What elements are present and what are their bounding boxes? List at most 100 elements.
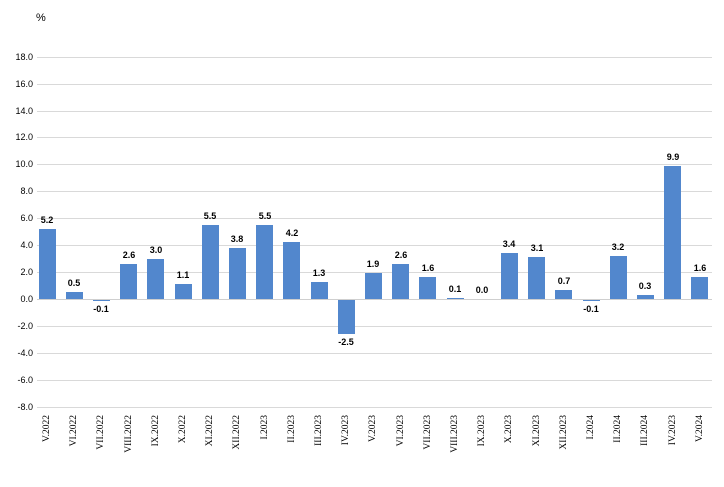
bar-value-label: 3.8 (230, 234, 244, 244)
x-axis-label: VIII.2023 (450, 415, 460, 453)
bar (637, 295, 654, 299)
bar (66, 292, 83, 299)
bar (229, 248, 246, 299)
bar-value-label: 1.3 (312, 268, 326, 278)
y-tick-label: -8.0 (17, 402, 33, 412)
bar (610, 256, 627, 299)
bar (365, 273, 382, 299)
bar-value-label: 0.0 (475, 285, 489, 295)
bar (338, 300, 355, 334)
y-tick-label: 8.0 (20, 186, 33, 196)
bar (120, 264, 137, 299)
x-axis-label: III.2023 (314, 415, 324, 446)
gridline (37, 137, 712, 138)
bar-value-label: 0.3 (638, 281, 652, 291)
bar-value-label: 3.4 (502, 239, 516, 249)
bar-value-label: -0.1 (583, 304, 599, 314)
y-tick-label: -6.0 (17, 375, 33, 385)
bar-value-label: 0.5 (67, 278, 81, 288)
bar (392, 264, 409, 299)
x-axis-label: II.2023 (287, 415, 297, 443)
bar (691, 277, 708, 299)
x-axis-label: VII.2022 (96, 415, 106, 450)
bar (664, 166, 681, 299)
bar-value-label: 3.2 (611, 242, 625, 252)
x-axis-label: XII.2022 (232, 415, 242, 450)
bar-value-label: 5.5 (258, 211, 272, 221)
x-axis-label: VI.2022 (69, 415, 79, 447)
bar-value-label: 9.9 (666, 152, 680, 162)
bar (283, 242, 300, 299)
bar-value-label: 5.5 (203, 211, 217, 221)
y-tick-label: 16.0 (15, 79, 33, 89)
x-axis-label: V.2023 (368, 415, 378, 443)
bar (447, 298, 464, 299)
y-tick-label: 2.0 (20, 267, 33, 277)
x-axis-label: VI.2023 (396, 415, 406, 447)
x-axis-label: VII.2023 (423, 415, 433, 450)
x-axis-label: III.2024 (640, 415, 650, 446)
bar-value-label: 2.6 (122, 250, 136, 260)
bar-value-label: -0.1 (93, 304, 109, 314)
bar (555, 290, 572, 299)
bar (419, 277, 436, 299)
gridline (37, 164, 712, 165)
bar-value-label: 4.2 (285, 228, 299, 238)
y-axis-unit-label: % (36, 12, 46, 24)
x-axis-label: II.2024 (613, 415, 623, 443)
gridline (37, 57, 712, 58)
x-axis-label: I.2024 (586, 415, 596, 440)
bar-value-label: 3.1 (530, 243, 544, 253)
bar (147, 259, 164, 299)
x-axis-label: V.2022 (42, 415, 52, 443)
bar (311, 282, 328, 299)
bar-value-label: 5.2 (40, 215, 54, 225)
x-axis-label: X.2023 (504, 415, 514, 444)
bar-value-label: 0.1 (448, 284, 462, 294)
bar (583, 300, 600, 301)
y-tick-label: 18.0 (15, 52, 33, 62)
y-tick-label: -2.0 (17, 321, 33, 331)
bar (256, 225, 273, 299)
x-axis-label: IX.2022 (151, 415, 161, 447)
bar-value-label: 0.7 (557, 276, 571, 286)
x-axis-label: XII.2023 (559, 415, 569, 450)
bar (175, 284, 192, 299)
bar (93, 300, 110, 301)
x-axis-label: IV.2023 (668, 415, 678, 446)
gridline (37, 111, 712, 112)
y-tick-label: 12.0 (15, 132, 33, 142)
gridline (37, 380, 712, 381)
x-axis-label: X.2022 (178, 415, 188, 444)
x-axis-label: I.2023 (260, 415, 270, 440)
x-axis-label: VIII.2022 (124, 415, 134, 453)
x-axis-label: IV.2023 (341, 415, 351, 446)
bar-value-label: 1.6 (421, 263, 435, 273)
bar-value-label: 3.0 (149, 245, 163, 255)
gridline (37, 353, 712, 354)
bar (39, 229, 56, 299)
bar (501, 253, 518, 299)
y-tick-label: 6.0 (20, 213, 33, 223)
x-axis-label: IX.2023 (477, 415, 487, 447)
zero-gridline (37, 299, 712, 300)
bar-value-label: -2.5 (338, 337, 354, 347)
gridline (37, 191, 712, 192)
gridline (37, 245, 712, 246)
gridline (37, 407, 712, 408)
x-axis-label: XI.2023 (532, 415, 542, 447)
y-tick-label: 14.0 (15, 106, 33, 116)
gridline (37, 326, 712, 327)
gridline (37, 272, 712, 273)
bar (528, 257, 545, 299)
gridline (37, 218, 712, 219)
gridline (37, 84, 712, 85)
bar-value-label: 2.6 (394, 250, 408, 260)
bar (202, 225, 219, 299)
y-tick-label: 0.0 (20, 294, 33, 304)
x-axis-label: XI.2022 (205, 415, 215, 447)
y-tick-label: 10.0 (15, 159, 33, 169)
bar-value-label: 1.1 (176, 270, 190, 280)
bar-value-label: 1.6 (693, 263, 707, 273)
